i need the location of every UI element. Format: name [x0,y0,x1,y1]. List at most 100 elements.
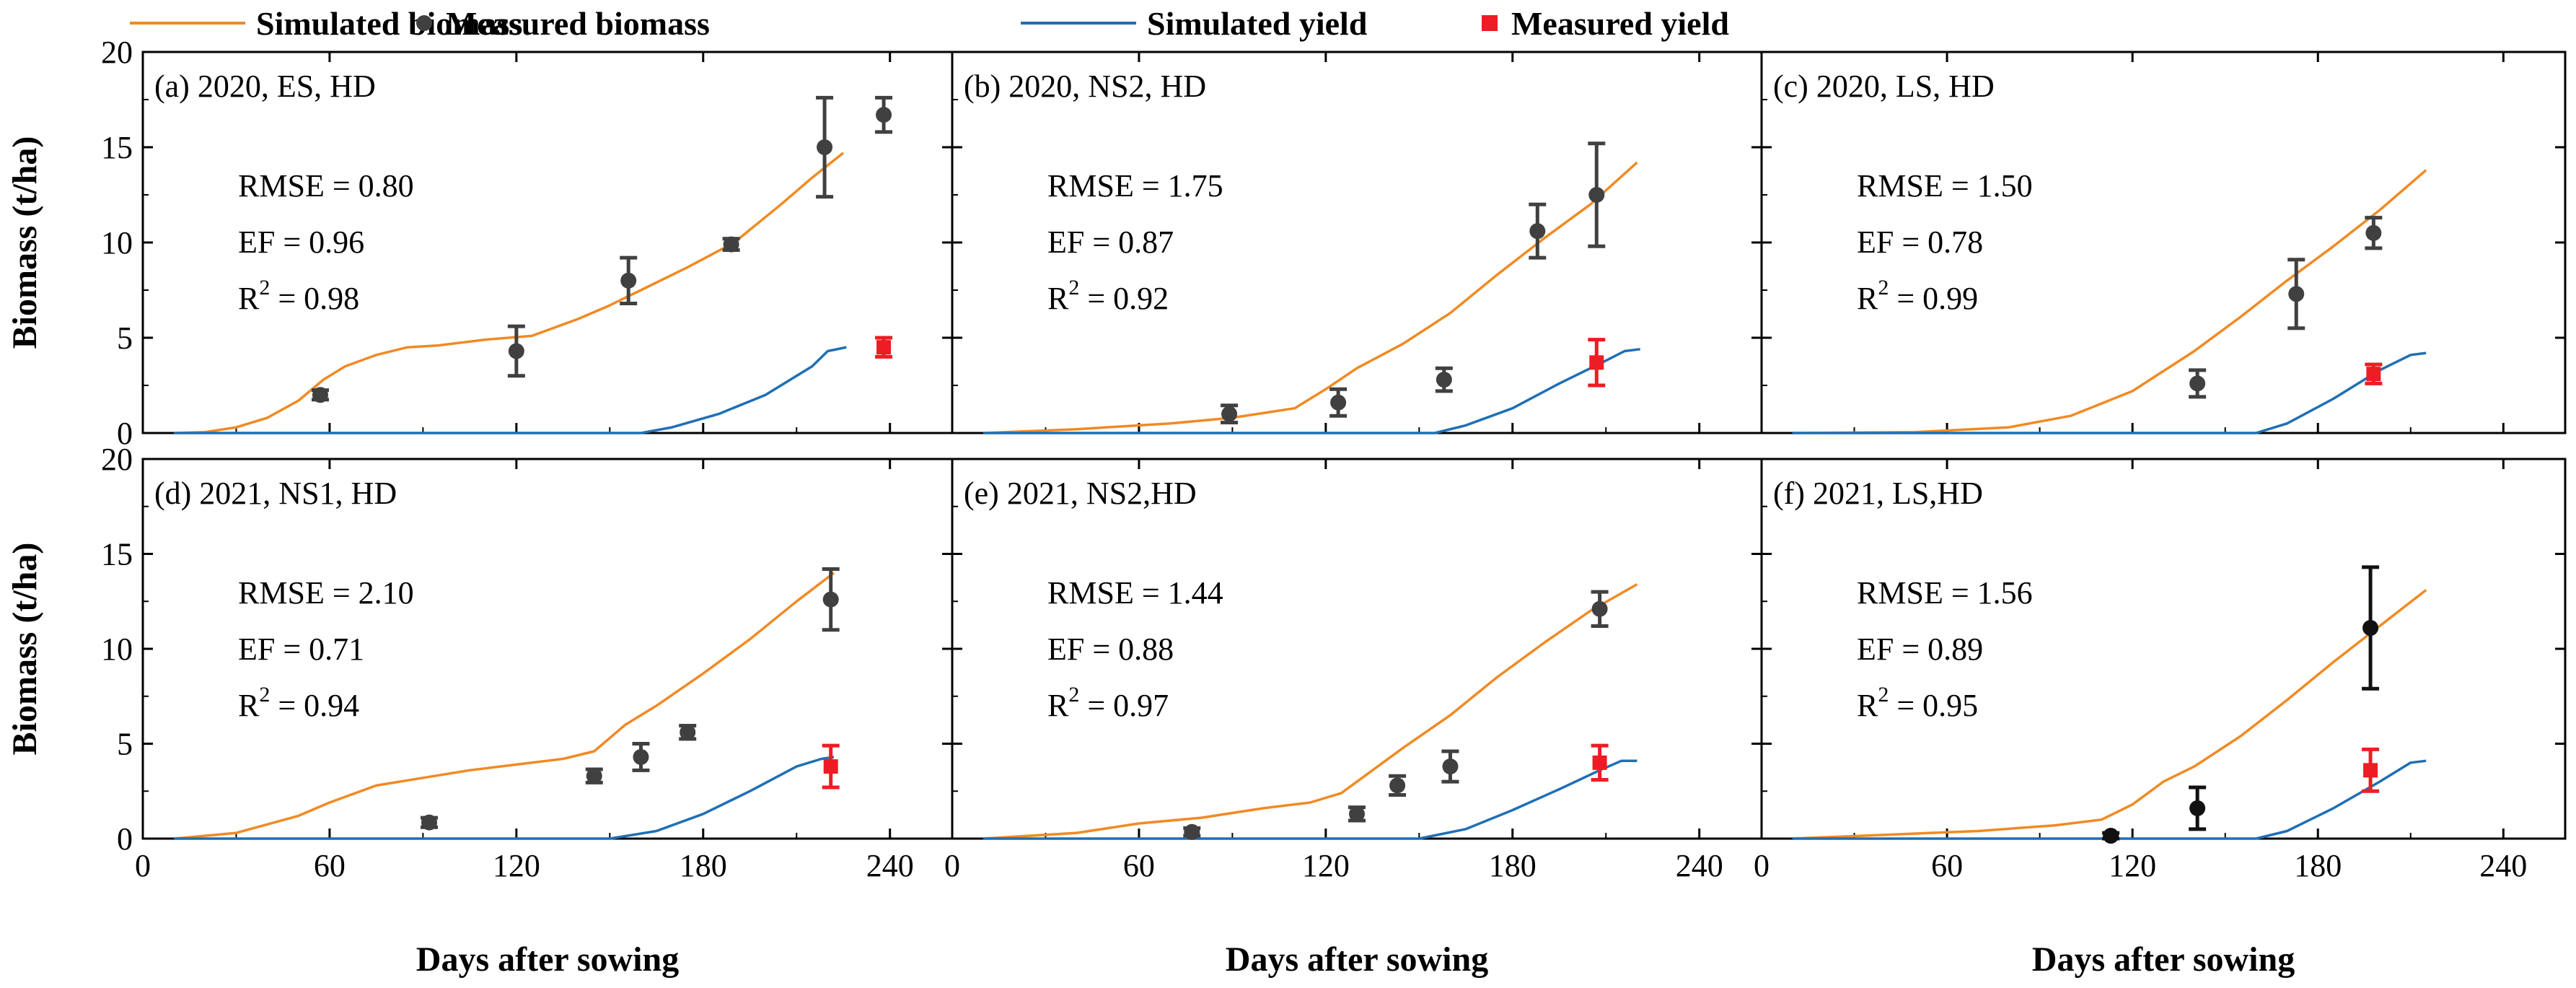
r2-text: R2 = 0.97 [1047,683,1169,723]
x-tick-label: 120 [493,848,540,883]
measured-biomass-marker [1591,600,1608,617]
measured-biomass-point [2365,216,2383,250]
r2-value: = 0.99 [1889,281,1978,316]
measured-biomass-marker [876,107,892,123]
measured-biomass-marker [1529,223,1546,240]
r2-label: R [1857,688,1878,723]
measured-biomass-point [1183,823,1201,840]
y-tick-label: 0 [117,416,133,451]
r2-label: R [1047,688,1069,723]
r2-label: R [1857,281,1878,316]
measured-biomass-point [2102,828,2120,844]
measured-biomass-marker [1221,406,1238,422]
measured-yield-point [2362,747,2380,793]
measured-biomass-point [822,567,840,632]
r2-superscript: 2 [1068,276,1079,300]
r2-text: R2 = 0.95 [1857,683,1978,723]
measured-yield-marker [2363,763,2378,778]
measured-yield-point [822,743,840,790]
panel-b: (b) 2020, NS2, HD RMSE = 1.75 EF = 0.87 R2 … [951,51,1763,434]
panel-title: (d) 2021, NS1, HD [154,476,397,511]
x-axis-title: Days after sowing [416,940,679,979]
x-tick-label: 180 [1489,848,1537,883]
r2-value: = 0.94 [270,688,359,723]
measured-biomass-point [1348,805,1366,823]
measured-biomass-marker [822,591,839,608]
measured-biomass-point [1588,141,1606,248]
x-tick-label: 60 [1123,848,1155,883]
simulated-biomass-line [174,572,835,840]
measured-biomass-marker [1588,187,1605,203]
measured-yield-point [1588,338,1606,388]
measured-biomass-point [1329,387,1348,418]
measured-biomass-marker [1184,823,1200,840]
measured-biomass-marker [421,814,438,831]
simulated-yield-line [983,348,1640,434]
r2-value: = 0.97 [1079,688,1169,723]
measured-biomass-point [679,724,697,741]
legend-label: Simulated yield [1147,5,1368,42]
simulated-biomass-line [983,161,1638,434]
panel-c: (c) 2020, LS, HD RMSE = 1.50 EF = 0.78 R2 =… [1760,51,2567,434]
r2-label: R [238,281,260,316]
x-tick-label: 0 [1754,848,1770,883]
measured-biomass-point [1389,774,1407,797]
ef-text: EF = 0.88 [1047,631,1174,667]
panel-title: (e) 2021, NS2,HD [964,476,1197,511]
measured-biomass-point [2189,368,2207,399]
measured-biomass-marker [1389,777,1406,794]
y-tick-label: 15 [101,537,133,572]
panel-title: (c) 2020, LS, HD [1773,69,1995,104]
measured-biomass-point [875,95,893,134]
measured-biomass-marker [312,387,328,403]
r2-text: R2 = 0.98 [238,276,359,316]
y-tick-label: 0 [117,821,133,857]
panel-e: 0 60 120 180 240 (e) 2021, NS2,HD RMSE = 1.44 E… [944,458,1763,883]
r2-value: = 0.98 [270,281,359,316]
simulated-yield-line [174,756,835,840]
panel-a: 0 5 10 15 20 (a) 2020, ES, HD RMSE = 0.80 EF = … [101,35,954,451]
measured-biomass-marker [2189,800,2206,816]
y-tick-label: 10 [101,631,133,667]
y-tick-label: 20 [101,442,133,477]
x-tick-label: 120 [1302,848,1350,883]
y-tick-label: 10 [101,225,133,261]
legend-item-simulated-yield: Simulated yield [1021,5,1368,42]
x-tick-label: 240 [2479,848,2527,883]
ef-text: EF = 0.87 [1047,224,1174,260]
ef-text: EF = 0.71 [238,631,364,667]
measured-biomass-point [722,236,740,253]
simulated-yield-line [1792,759,2427,840]
measured-biomass-marker [2288,286,2305,302]
x-tick-label: 60 [314,848,346,883]
legend-swatch-dot [416,15,432,31]
r2-text: R2 = 0.99 [1857,276,1978,316]
measured-yield-marker [876,340,892,355]
measured-biomass-marker [1436,372,1452,388]
measured-biomass-marker [508,343,524,359]
measured-biomass-point [1529,202,1547,260]
legend-label: Measured yield [1511,5,1729,42]
rmse-text: RMSE = 1.44 [1047,575,1223,611]
measured-yield-point [875,336,893,359]
measured-yield-marker [1589,355,1604,370]
measured-yield-marker [2366,367,2381,382]
rmse-text: RMSE = 2.10 [238,575,414,611]
panel-title: (a) 2020, ES, HD [154,69,376,104]
x-tick-label: 240 [866,848,914,883]
legend-swatch-square [1482,15,1498,31]
legend-item-simulated-biomass: Simulated biomass [130,5,522,42]
x-tick-label: 180 [2294,848,2342,883]
y-tick-label: 20 [101,35,133,70]
measured-biomass-marker [1349,805,1365,822]
measured-biomass-point [620,255,638,305]
measured-yield-point [1591,743,1609,782]
measured-biomass-marker [817,139,833,155]
x-tick-label: 240 [1676,848,1723,883]
measured-biomass-point [1441,749,1459,784]
rmse-text: RMSE = 1.75 [1047,168,1223,204]
measured-biomass-marker [2365,224,2382,241]
rmse-text: RMSE = 1.56 [1857,575,2033,611]
